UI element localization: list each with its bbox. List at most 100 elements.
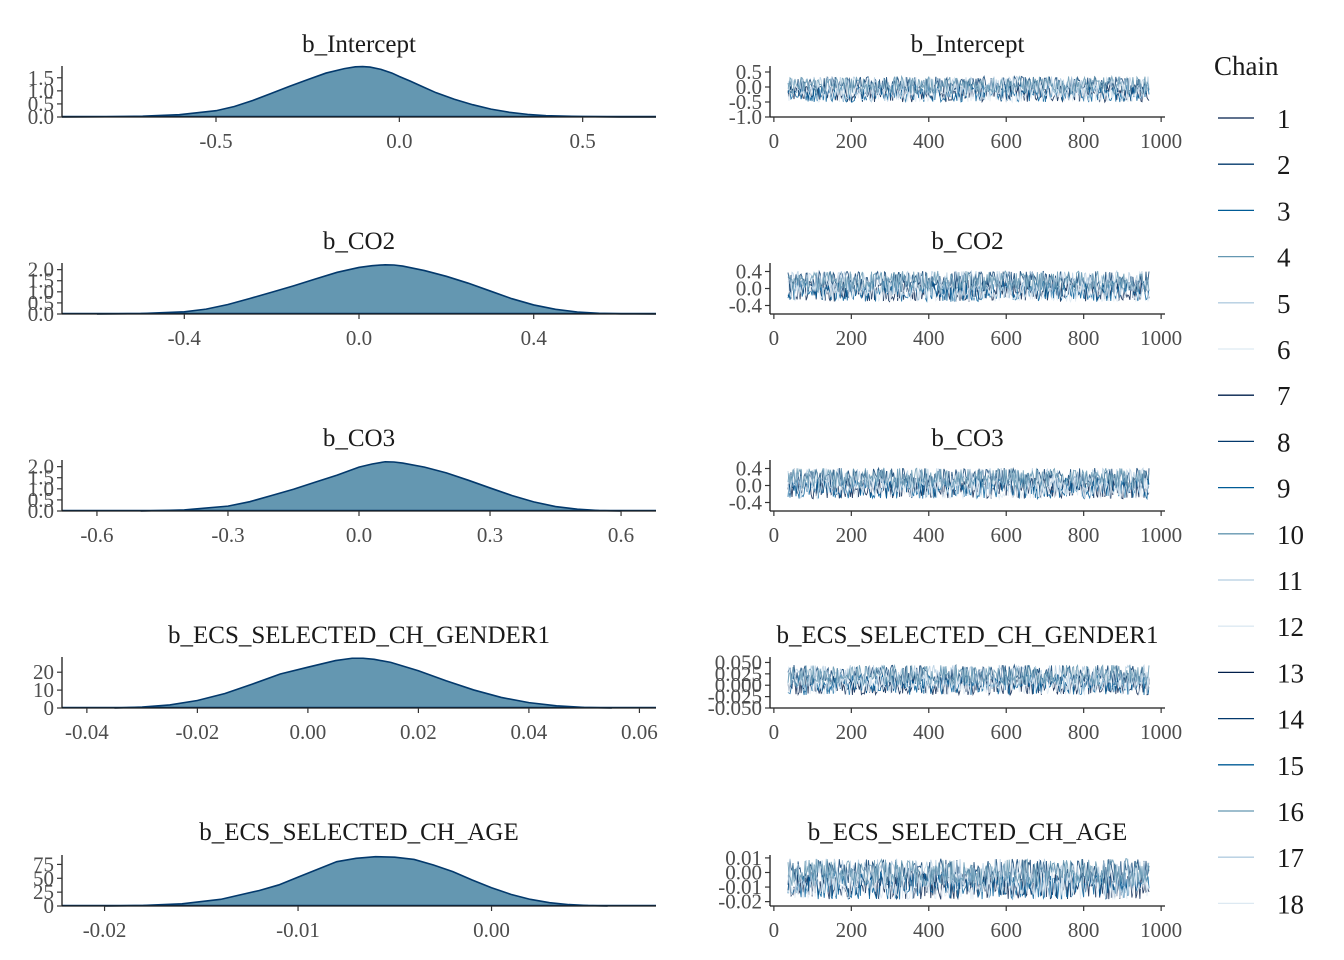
density-curve — [140, 460, 622, 512]
x-tick-label: 800 — [1068, 326, 1100, 350]
y-tick-label: 75 — [33, 852, 54, 876]
legend-item: 2 — [1218, 150, 1291, 180]
x-tick-label: 0 — [769, 523, 780, 547]
y-tick-label: 10 — [33, 678, 54, 702]
x-tick-label: 0.0 — [386, 129, 412, 153]
legend-label: 12 — [1277, 612, 1304, 642]
y-tick-label: -0.025 — [708, 685, 762, 709]
legend-label: 13 — [1277, 658, 1304, 688]
x-tick-label: 600 — [990, 129, 1022, 153]
trace-line-5 — [787, 870, 1150, 901]
x-tick-label: 0.3 — [477, 523, 503, 547]
y-tick-label: 20 — [33, 660, 54, 684]
y-tick-label: 1.5 — [28, 269, 54, 293]
x-tick-label: 400 — [913, 720, 945, 744]
legend-label: 10 — [1277, 520, 1304, 550]
legend-label: 7 — [1277, 381, 1291, 411]
x-tick-label: 400 — [913, 129, 945, 153]
x-tick-label: 0.0 — [346, 326, 372, 350]
y-tick-label: 0.000 — [715, 673, 762, 697]
x-tick-label: 1000 — [1140, 523, 1182, 547]
x-tick-label: 600 — [990, 523, 1022, 547]
x-tick-label: -0.04 — [65, 720, 109, 744]
y-tick-label: -1.0 — [729, 105, 762, 129]
y-tick-label: 0.4 — [736, 260, 763, 284]
panel-title: b_Intercept — [302, 31, 416, 58]
trace-line-6 — [787, 858, 1150, 888]
y-tick-label: 2.0 — [28, 455, 54, 479]
panel-title: b_CO2 — [931, 228, 1003, 255]
legend-label: 1 — [1277, 104, 1291, 134]
legend-label: 2 — [1277, 150, 1291, 180]
panel-title: b_ECS_SELECTED_CH_GENDER1 — [777, 622, 1159, 649]
legend-item: 13 — [1218, 658, 1304, 688]
legend-title: Chain — [1214, 51, 1279, 81]
y-tick-label: -0.01 — [718, 875, 762, 899]
y-tick-label: 25 — [33, 880, 54, 904]
y-tick-label: 0.5 — [736, 60, 762, 84]
x-tick-label: 1000 — [1140, 129, 1182, 153]
trace-line-6 — [787, 270, 1150, 294]
panel-title: b_ECS_SELECTED_CH_AGE — [199, 819, 518, 846]
x-tick-label: 200 — [836, 326, 868, 350]
y-tick-label: 0 — [44, 894, 55, 918]
y-tick-label: 0.5 — [28, 488, 54, 512]
x-tick-label: 0.4 — [521, 326, 548, 350]
trace-panel-4: b_ECS_SELECTED_CH_AGE 0 200 400 600 800 1000 -0… — [718, 819, 1182, 942]
y-tick-label: -0.050 — [708, 696, 762, 720]
panel-title: b_ECS_SELECTED_CH_AGE — [808, 819, 1127, 846]
x-tick-label: 200 — [836, 918, 868, 942]
x-tick-label: 0.00 — [473, 918, 510, 942]
trace-panel-3: b_ECS_SELECTED_CH_GENDER1 0 200 400 600 800 10… — [708, 622, 1182, 744]
x-tick-label: 0.0 — [346, 523, 372, 547]
legend-item: 14 — [1218, 705, 1305, 735]
y-tick-label: 0.01 — [725, 846, 762, 870]
x-tick-label: 400 — [913, 918, 945, 942]
x-tick-label: 0.00 — [290, 720, 327, 744]
y-tick-label: 0.0 — [28, 499, 54, 523]
x-tick-label: 800 — [1068, 918, 1100, 942]
density-curve — [96, 263, 657, 315]
x-tick-label: 0 — [769, 918, 780, 942]
legend-item: 11 — [1218, 566, 1303, 596]
legend-label: 6 — [1277, 335, 1291, 365]
legend-item: 15 — [1218, 751, 1304, 781]
trace-line-1 — [787, 673, 1150, 697]
trace-line-5 — [787, 83, 1150, 104]
legend-item: 3 — [1218, 196, 1291, 226]
legend-label: 11 — [1277, 566, 1303, 596]
panel-title: b_CO3 — [931, 425, 1003, 452]
x-tick-label: 0.5 — [570, 129, 596, 153]
density-panel-0: b_Intercept-0.5 0.0 0.50.00.51.01.5 — [28, 31, 657, 153]
legend-item: 16 — [1218, 797, 1304, 827]
y-tick-label: 0.4 — [736, 457, 763, 481]
y-tick-label: 0.050 — [715, 650, 762, 674]
y-tick-label: 50 — [33, 866, 54, 890]
x-tick-label: 1000 — [1140, 720, 1182, 744]
x-tick-label: -0.3 — [211, 523, 244, 547]
legend-label: 3 — [1277, 196, 1291, 226]
density-area — [62, 66, 656, 117]
x-tick-label: -0.5 — [199, 129, 232, 153]
y-tick-label: 0.5 — [28, 92, 54, 116]
x-tick-label: 800 — [1068, 129, 1100, 153]
trace-panel-2: b_CO3 0 200 400 600 800 1000 -0.40.00.4 — [729, 425, 1182, 547]
x-tick-label: 200 — [836, 720, 868, 744]
legend-label: 16 — [1277, 797, 1304, 827]
y-tick-label: 0.5 — [28, 291, 54, 315]
x-tick-label: 800 — [1068, 720, 1100, 744]
legend-label: 9 — [1277, 474, 1291, 504]
legend-item: 7 — [1218, 381, 1291, 411]
x-tick-label: 0.02 — [400, 720, 437, 744]
y-tick-label: 1.0 — [28, 280, 54, 304]
y-tick-label: 1.0 — [28, 477, 54, 501]
y-tick-label: 0.0 — [736, 277, 762, 301]
y-tick-label: -0.4 — [729, 491, 763, 515]
y-tick-label: 1.0 — [28, 79, 54, 103]
legend-label: 18 — [1277, 889, 1304, 919]
density-area — [114, 658, 612, 708]
x-tick-label: 0 — [769, 129, 780, 153]
panel-title: b_ECS_SELECTED_CH_GENDER1 — [168, 622, 550, 649]
y-tick-label: -0.5 — [729, 90, 762, 114]
